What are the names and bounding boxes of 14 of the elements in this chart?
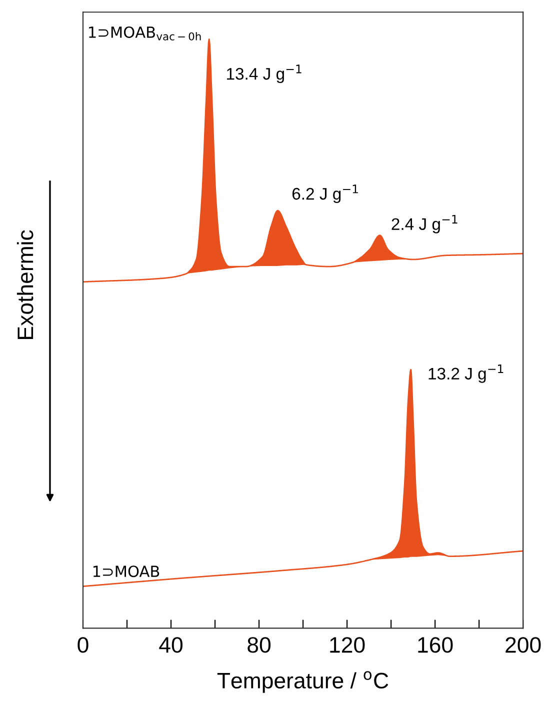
y-axis-title: Exothermic bbox=[16, 230, 34, 339]
annotation: 6.2 J g$^{−1}$ bbox=[292, 184, 358, 204]
x-tick-label: 160 bbox=[418, 637, 453, 653]
x-tick-label: 80 bbox=[248, 637, 271, 653]
x-tick-label: 0 bbox=[78, 637, 88, 653]
series-label: 1⊃MOAB$_{vac−0h}$ bbox=[89, 26, 201, 40]
x-tick-label: 40 bbox=[159, 637, 182, 653]
annotation: 2.4 J g$^{−1}$ bbox=[392, 214, 458, 234]
annotation: 13.2 J g$^{−1}$ bbox=[428, 364, 504, 383]
x-axis-title: Temperature / $^{o}$C bbox=[217, 671, 388, 693]
annotation: 13.4 J g$^{−1}$ bbox=[227, 64, 302, 84]
x-tick-label: 120 bbox=[330, 637, 365, 653]
series-label: 1⊃MOAB bbox=[93, 566, 160, 578]
x-tick-label: 200 bbox=[506, 637, 541, 653]
